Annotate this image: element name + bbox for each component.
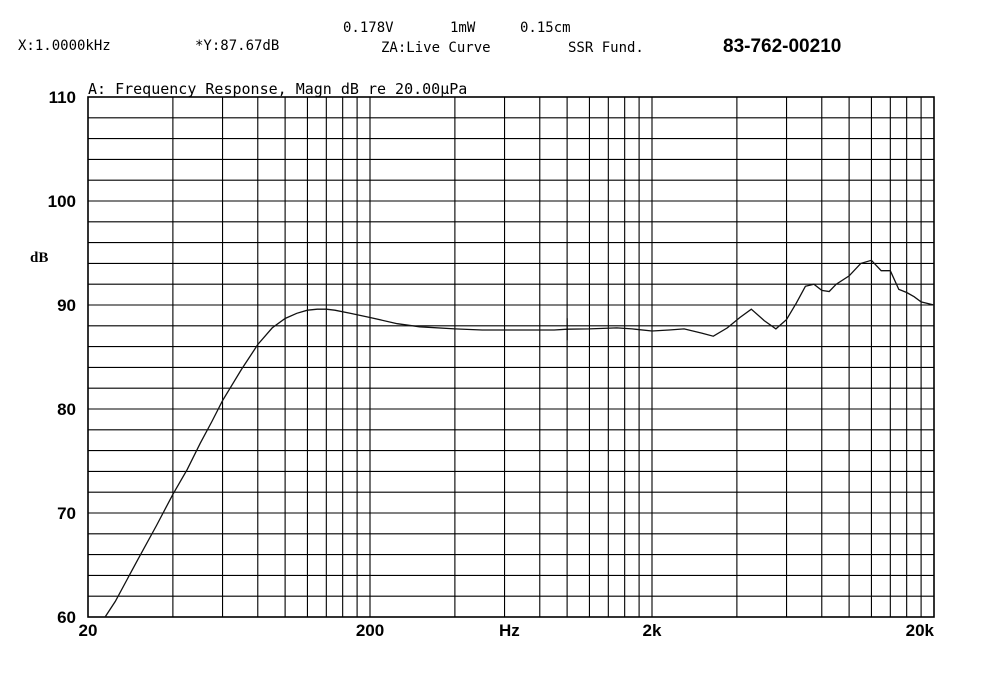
- y-axis-label: dB: [30, 250, 48, 266]
- vertical-grid: [172, 97, 922, 617]
- y-tick-label: 90: [57, 296, 76, 315]
- y-tick-label: 110: [49, 88, 76, 107]
- x-axis-label: Hz: [499, 621, 520, 640]
- plot-frame: [87, 96, 935, 618]
- y-tick-label: 80: [57, 400, 76, 419]
- y-tick-labels: 60 70 80 90 100 110: [48, 88, 76, 627]
- x-tick-label: 20: [79, 621, 98, 640]
- x-tick-label: 2k: [643, 621, 662, 640]
- x-tick-label: 200: [356, 621, 384, 640]
- y-tick-label: 100: [48, 192, 76, 211]
- y-tick-label: 60: [57, 608, 76, 627]
- power-readout: 1mW: [450, 20, 476, 36]
- part-number: 83-762-00210: [723, 36, 842, 57]
- cursor-y-readout: *Y:87.67dB: [195, 38, 280, 54]
- voltage-readout: 0.178V: [343, 20, 394, 36]
- distance-readout: 0.15cm: [520, 20, 571, 36]
- y-tick-label: 70: [57, 504, 76, 523]
- za-mode-readout: ZA:Live Curve: [381, 40, 491, 56]
- ssr-readout: SSR Fund.: [568, 40, 644, 56]
- frequency-response-curve: [104, 259, 935, 618]
- cursor-x-readout: X:1.0000kHz: [18, 38, 111, 54]
- horizontal-grid: [88, 117, 934, 597]
- chart-title: A: Frequency Response, Magn dB re 20.00µ…: [88, 80, 468, 98]
- x-tick-labels: 20 200 2k 20k: [79, 621, 935, 640]
- x-tick-label: 20k: [906, 621, 935, 640]
